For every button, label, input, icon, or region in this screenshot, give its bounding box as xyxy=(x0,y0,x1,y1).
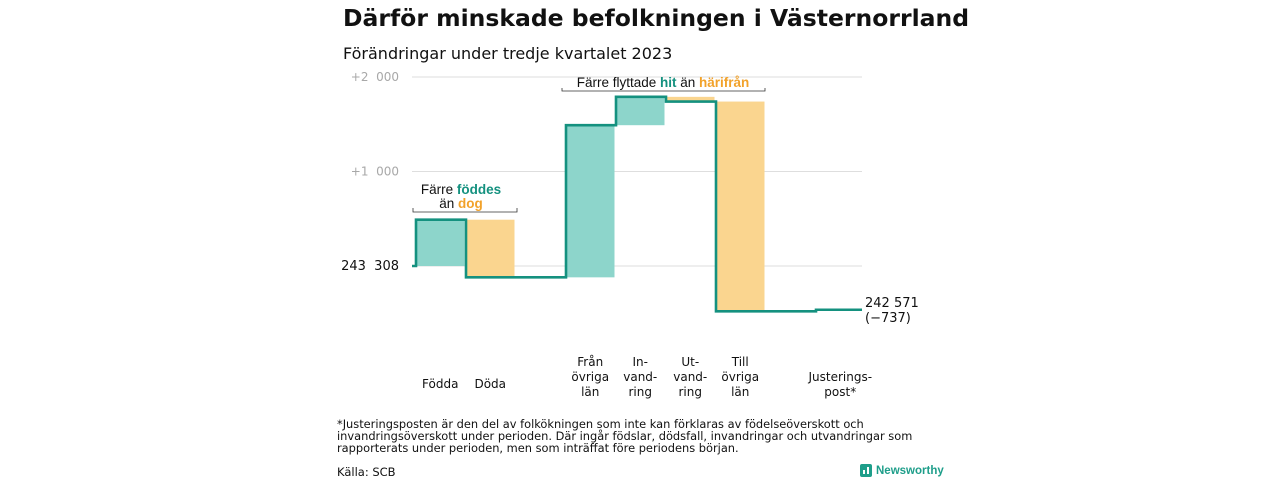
category-label: post* xyxy=(824,385,856,399)
category-label: vand- xyxy=(673,370,707,384)
bar-4 xyxy=(616,96,665,126)
category-label: Födda xyxy=(422,377,458,391)
footnote: *Justeringsposten är den del av folkökni… xyxy=(337,417,913,455)
category-label: Ut- xyxy=(681,355,699,369)
annotation-bracket xyxy=(412,208,518,213)
category-label: Justerings- xyxy=(807,370,872,384)
annotation-births-deaths-line1: Färre föddes xyxy=(421,182,501,197)
waterfall-line xyxy=(412,95,862,313)
end-value-label: 242 571 xyxy=(865,296,919,311)
chart-subtitle: Förändringar under tredje kvartalet 2023 xyxy=(343,44,673,63)
category-label: ring xyxy=(629,385,653,399)
end-value-label: (−737) xyxy=(865,311,911,326)
category-label: län xyxy=(731,385,749,399)
y-tick-label: +2 000 xyxy=(351,70,399,84)
annotation-migration: Färre flyttade hit än härifrån xyxy=(577,75,750,90)
chart-title: Därför minskade befolkningen i Västernor… xyxy=(343,4,970,32)
newsworthy-icon xyxy=(860,464,872,477)
bar-3 xyxy=(566,125,615,278)
category-label: övriga xyxy=(721,370,759,384)
brand-name: Newsworthy xyxy=(876,464,944,477)
category-label: län xyxy=(581,385,599,399)
bar-6 xyxy=(716,101,765,312)
category-label: Döda xyxy=(474,377,506,391)
annotation-bracket xyxy=(561,88,766,92)
bar-5 xyxy=(666,96,715,102)
category-label: övriga xyxy=(571,370,609,384)
annotation-births-deaths-line2: än dog xyxy=(439,196,483,211)
category-label: Från xyxy=(577,355,603,369)
category-label: vand- xyxy=(623,370,657,384)
category-label: In- xyxy=(633,355,648,369)
brand-logo: Newsworthy xyxy=(860,464,944,477)
bar-2 xyxy=(466,219,515,278)
category-label: Till xyxy=(731,355,749,369)
source-label: Källa: SCB xyxy=(337,465,396,479)
waterfall-chart: 243 308 +1 000 +2 000 242 571(−737) Födda Död… xyxy=(341,70,919,399)
bar-1 xyxy=(416,219,465,266)
category-label: ring xyxy=(679,385,703,399)
y-tick-label: 243 308 xyxy=(341,259,399,274)
y-tick-label: +1 000 xyxy=(351,165,399,179)
